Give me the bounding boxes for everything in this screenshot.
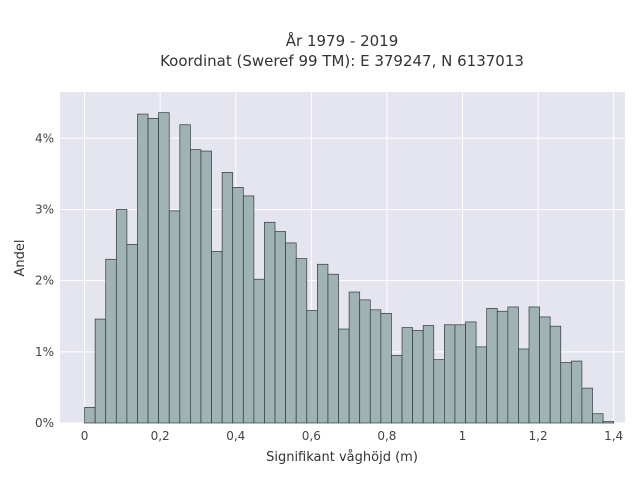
- histogram-bar: [264, 221, 276, 424]
- x-axis-label: Signifikant våghöjd (m): [266, 450, 418, 465]
- histogram-bar: [465, 321, 477, 424]
- histogram-bar: [232, 187, 244, 424]
- histogram-bar: [422, 325, 435, 424]
- x-tick-label: 0,4: [226, 429, 245, 443]
- histogram-bar: [581, 387, 593, 424]
- histogram-bar: [147, 117, 159, 424]
- histogram-bar: [306, 310, 318, 424]
- histogram-bar: [317, 263, 329, 424]
- x-tick-label: 1,4: [604, 429, 623, 443]
- histogram-bar: [285, 242, 297, 424]
- histogram-bar: [539, 316, 551, 424]
- histogram-bar: [338, 328, 350, 424]
- histogram-bar: [295, 258, 308, 424]
- histogram-bar: [274, 231, 286, 424]
- histogram-bar: [369, 309, 382, 424]
- histogram-bar: [327, 273, 339, 424]
- histogram-bar: [592, 413, 604, 424]
- histogram-bar: [560, 362, 572, 424]
- histogram-bar: [391, 355, 403, 424]
- histogram-bar: [115, 209, 128, 424]
- histogram-bar: [221, 172, 234, 424]
- y-tick-label: 4%: [35, 131, 54, 145]
- histogram-bar: [454, 324, 466, 424]
- y-tick-label: 1%: [35, 345, 54, 359]
- tick-labels: 0 0,2 0,4 0,6 0,8 1 1,2 1,4 0% 1% 2% 3% 4%: [35, 131, 623, 443]
- histogram-bar: [242, 195, 255, 424]
- histogram-bar: [486, 308, 498, 424]
- histogram-bar: [158, 112, 170, 424]
- histogram-bar: [94, 318, 107, 424]
- histogram-bar: [412, 330, 424, 424]
- y-tick-label: 0%: [35, 416, 54, 430]
- histogram-bar: [518, 348, 530, 424]
- histogram-bar: [348, 291, 361, 424]
- histogram-bar: [179, 124, 191, 424]
- x-tick-label: 1: [459, 429, 467, 443]
- chart-title-line-1: År 1979 - 2019: [286, 31, 399, 50]
- histogram-bar: [433, 359, 445, 424]
- x-tick-label: 0,8: [377, 429, 396, 443]
- histogram-bar: [168, 210, 181, 424]
- histogram-bar: [84, 406, 96, 424]
- histogram-bar: [401, 327, 413, 424]
- histogram-bar: [602, 421, 615, 424]
- histogram-bar: [570, 360, 583, 424]
- x-tick-label: 0,6: [302, 429, 321, 443]
- histogram-bar: [126, 243, 138, 424]
- histogram-bar: [190, 149, 202, 424]
- histogram-bar: [475, 346, 488, 424]
- histogram-bar: [507, 306, 519, 424]
- histogram-bar: [380, 313, 392, 424]
- histogram-bar: [200, 150, 212, 424]
- histogram-bar: [549, 325, 562, 424]
- histogram-bar: [105, 258, 117, 424]
- y-tick-label: 2%: [35, 274, 54, 288]
- histogram-bar: [253, 278, 265, 424]
- y-tick-label: 3%: [35, 202, 54, 216]
- histogram-bar: [359, 299, 371, 424]
- histogram-bar: [137, 113, 149, 424]
- histogram-bar: [528, 306, 540, 424]
- bars: [84, 112, 615, 424]
- x-tick-label: 0: [81, 429, 89, 443]
- histogram-bar: [444, 324, 456, 424]
- x-tick-label: 0,2: [151, 429, 170, 443]
- chart-title-line-2: Koordinat (Sweref 99 TM): E 379247, N 61…: [160, 52, 524, 70]
- histogram-bar: [496, 310, 509, 424]
- x-tick-label: 1,2: [529, 429, 548, 443]
- histogram-bar: [211, 251, 223, 424]
- y-axis-label: Andel: [13, 240, 28, 277]
